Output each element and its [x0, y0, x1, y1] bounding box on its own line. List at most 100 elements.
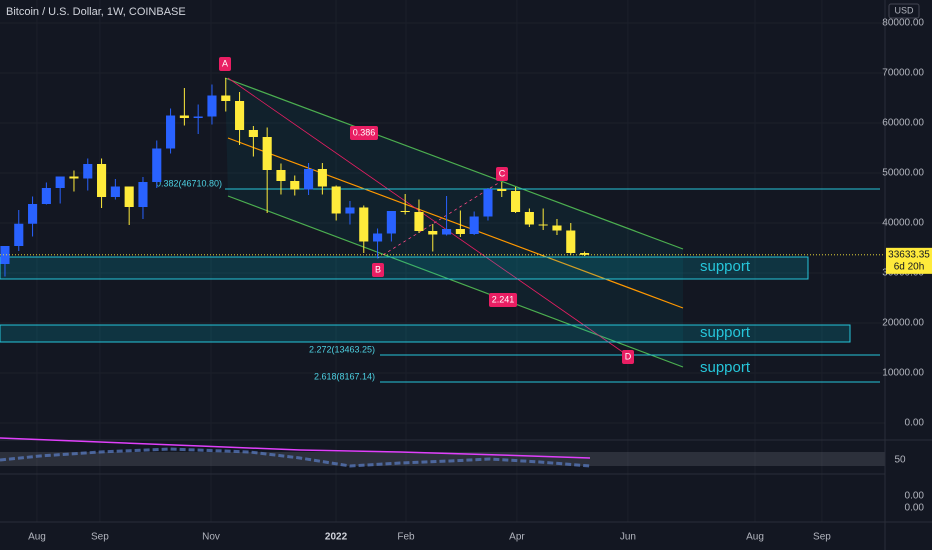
x-tick-label: Sep	[813, 532, 831, 543]
candle-body	[386, 211, 396, 234]
currency: USD	[894, 5, 914, 15]
candle-body	[235, 101, 245, 130]
support-label: support	[700, 324, 751, 341]
indicator-tick: 0.00	[905, 503, 925, 514]
candle-body	[524, 212, 534, 225]
candle-body	[331, 186, 341, 214]
x-tick-label: Apr	[509, 532, 525, 543]
point-label: D	[625, 351, 632, 361]
candle-body	[0, 246, 10, 264]
support-zone	[0, 256, 809, 280]
x-tick-label: Nov	[202, 532, 220, 543]
candle-body	[538, 224, 548, 226]
ratio-badge	[489, 293, 517, 307]
candle-body	[124, 186, 134, 207]
y-tick-label: 20000.00	[882, 318, 924, 329]
candle-body	[262, 137, 272, 170]
candle-body	[69, 176, 79, 179]
candle-body	[469, 216, 479, 234]
indicator-tick: 0.00	[905, 491, 925, 502]
candle-body	[304, 169, 314, 190]
candle-body	[455, 229, 465, 234]
point-label: A	[222, 58, 228, 68]
grid	[0, 0, 885, 522]
candle-body	[317, 169, 327, 187]
candle-body	[166, 115, 176, 149]
candle-body	[179, 115, 189, 118]
ratio-label: 2.241	[492, 294, 515, 304]
abcd-line	[227, 77, 628, 356]
ratio-badge	[350, 126, 378, 140]
y-tick-label: 40000.00	[882, 218, 924, 229]
candle-body	[373, 233, 383, 242]
candle-body	[83, 164, 93, 179]
point-label: C	[499, 168, 506, 178]
candle-body	[28, 204, 38, 224]
channel-mid	[227, 137, 684, 309]
candle-body	[276, 170, 286, 181]
candle-body	[483, 189, 493, 217]
indicator-curve	[0, 437, 591, 459]
x-tick-label: Feb	[397, 532, 415, 543]
x-tick-label: Sep	[91, 532, 109, 543]
chart-title: Bitcoin / U.S. Dollar, 1W, COINBASE	[6, 6, 186, 18]
fib-label: 2.618(8167.14)	[314, 371, 375, 381]
y-tick-label: 70000.00	[882, 68, 924, 79]
candle-body	[55, 176, 65, 188]
candle-body	[497, 189, 507, 191]
price-tag	[886, 247, 932, 274]
ratio-label: 0.386	[353, 127, 376, 137]
candle-body	[511, 191, 521, 212]
support-label: support	[700, 258, 751, 275]
point-label: B	[375, 264, 381, 274]
candle-body	[248, 130, 258, 137]
candle-body	[152, 148, 162, 182]
indicator-tick: 50	[894, 455, 906, 466]
x-tick-label: Aug	[28, 532, 46, 543]
y-tick-label: 0.00	[905, 418, 925, 429]
candle-body	[207, 95, 217, 117]
point-badge	[496, 167, 508, 181]
price-tag-value: 33633.35	[888, 249, 930, 260]
currency-box	[888, 3, 920, 19]
candle-body	[442, 229, 452, 235]
candle-body	[193, 116, 203, 118]
candle-body	[110, 186, 120, 197]
candle-body	[359, 207, 369, 242]
indicator-hist	[0, 447, 591, 468]
candle-body	[345, 207, 355, 214]
fib-label: 2.272(13463.25)	[309, 344, 375, 354]
x-tick-label: Aug	[746, 532, 764, 543]
channel-upper	[224, 77, 684, 250]
price-tag-countdown: 6d 20h	[894, 261, 925, 272]
x-tick-label: 2022	[325, 532, 348, 543]
candle-body	[566, 230, 576, 253]
support-zone	[0, 324, 851, 343]
point-badge	[372, 263, 384, 277]
candle-body	[580, 253, 590, 255]
y-tick-label: 50000.00	[882, 168, 924, 179]
candle-body	[221, 95, 231, 101]
point-badge	[219, 57, 231, 71]
candle-body	[428, 231, 438, 235]
channel-lower	[227, 195, 684, 368]
candle-body	[41, 188, 51, 204]
candle-body	[414, 212, 424, 231]
candle-body	[14, 223, 24, 246]
y-tick-label: 80000.00	[882, 18, 924, 29]
indicator-band	[0, 452, 885, 466]
candle-body	[552, 225, 562, 231]
candle-body	[290, 181, 300, 190]
candle-body	[97, 164, 107, 197]
support-label: support	[700, 359, 751, 376]
y-tick-label: 60000.00	[882, 118, 924, 129]
x-tick-label: Jun	[620, 532, 636, 543]
candles	[0, 78, 590, 277]
point-badge	[622, 350, 634, 364]
fib-label: 0.382(46710.80)	[156, 178, 222, 188]
y-tick-label: 10000.00	[882, 368, 924, 379]
candle-body	[138, 182, 148, 207]
candle-body	[400, 211, 410, 212]
